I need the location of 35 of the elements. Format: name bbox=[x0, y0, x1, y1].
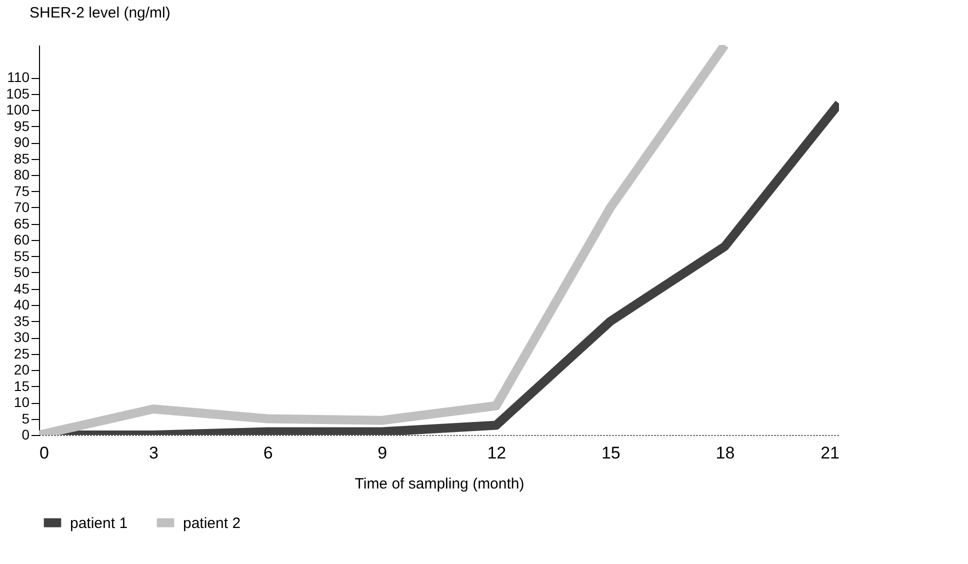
y-tick-label: 75 bbox=[14, 182, 30, 199]
y-tick-label: 50 bbox=[14, 264, 30, 280]
legend-label: patient 1 bbox=[70, 514, 128, 532]
y-tick-label: 15 bbox=[14, 378, 30, 394]
y-tick-label: 20 bbox=[14, 362, 30, 378]
y-tick-label: 5 bbox=[22, 410, 30, 426]
x-tick-label: 21 bbox=[820, 444, 840, 462]
y-tick-label: 105 bbox=[6, 85, 30, 102]
x-tick-label: 15 bbox=[601, 444, 620, 462]
y-tick-label: 70 bbox=[14, 199, 30, 215]
y-tick-label: 55 bbox=[14, 248, 30, 264]
x-tick-label: 3 bbox=[149, 444, 159, 462]
y-tick-label: 10 bbox=[14, 394, 30, 410]
x-tick-label: 6 bbox=[263, 444, 273, 462]
y-tick-label: 65 bbox=[14, 215, 30, 232]
y-tick-label: 35 bbox=[14, 312, 30, 329]
y-tick-label: 0 bbox=[22, 426, 30, 442]
x-tick-label: 0 bbox=[40, 444, 49, 462]
y-tick-label: 40 bbox=[14, 296, 30, 312]
x-tick-label: 9 bbox=[378, 444, 388, 462]
y-tick-label: 110 bbox=[7, 69, 30, 85]
x-tick-label: 12 bbox=[487, 444, 506, 462]
x-tick-label: 18 bbox=[716, 444, 735, 462]
y-tick-label: 95 bbox=[14, 118, 30, 134]
y-tick-label: 60 bbox=[14, 232, 30, 248]
y-tick-label: 90 bbox=[14, 134, 30, 150]
y-tick-label: 30 bbox=[14, 329, 30, 345]
x-axis-title: Time of sampling (month) bbox=[354, 476, 524, 492]
y-tick-label: 80 bbox=[14, 166, 30, 182]
y-axis-title: SHER-2 level (ng/ml) bbox=[30, 4, 170, 22]
legend-label: patient 2 bbox=[183, 514, 241, 532]
y-tick-label: 85 bbox=[14, 150, 30, 166]
y-tick-label: 100 bbox=[6, 102, 30, 118]
y-tick-label: 25 bbox=[14, 345, 30, 362]
y-tick-label: 45 bbox=[14, 280, 30, 296]
